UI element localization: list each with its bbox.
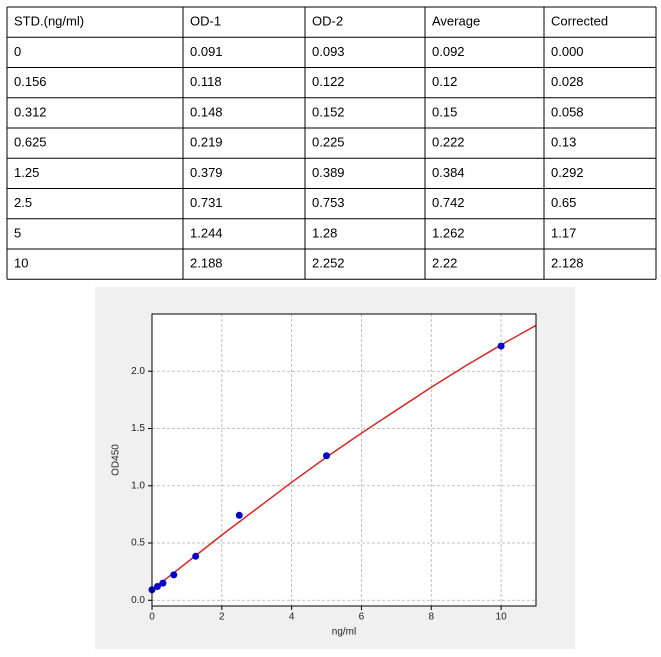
table-cell: 0.093 <box>312 44 345 59</box>
table-cell: 1.25 <box>14 165 39 180</box>
table-cell: 0.379 <box>190 165 223 180</box>
x-tick-label: 0 <box>149 612 155 623</box>
y-tick-label: 1.5 <box>131 423 145 434</box>
x-tick-label: 10 <box>496 612 508 623</box>
table-cell: 0.15 <box>432 104 457 119</box>
plot-frame <box>151 313 537 607</box>
table-cell: 2.128 <box>551 256 584 271</box>
table-cell: 0.65 <box>551 195 576 210</box>
table-cell: 0.092 <box>432 44 465 59</box>
table-cell: 0.312 <box>14 104 47 119</box>
table-cell: 0.156 <box>14 74 47 89</box>
table-cell: 0.12 <box>432 74 457 89</box>
table-cell: 1.262 <box>432 225 465 240</box>
x-axis-label: ng/ml <box>332 627 356 638</box>
table-cell: 0.118 <box>190 74 222 89</box>
y-tick-label: 0.0 <box>131 595 145 606</box>
table-cell: 0.731 <box>190 195 223 210</box>
x-tick-label: 8 <box>428 612 434 623</box>
table-cell: 0.384 <box>432 165 465 180</box>
fit-curve <box>152 324 536 591</box>
table-cell: 0.753 <box>312 195 345 210</box>
x-tick-label: 6 <box>359 612 365 623</box>
header-cell: Corrected <box>551 14 608 29</box>
table-cell: 0.000 <box>551 44 584 59</box>
table-cell: 0.222 <box>432 135 465 150</box>
header-cell: STD.(ng/ml) <box>14 14 84 29</box>
data-point <box>153 583 161 591</box>
table-cell: 0.742 <box>432 195 465 210</box>
table-cell: 0.148 <box>190 104 223 119</box>
table-cell: 0.028 <box>551 74 584 89</box>
y-tick-label: 1.0 <box>131 480 145 491</box>
data-point <box>323 452 331 460</box>
x-tick-label: 4 <box>289 612 295 623</box>
table-cell: 1.28 <box>312 225 337 240</box>
table-cell: 0.625 <box>14 135 47 150</box>
y-axis-label: OD450 <box>111 444 122 476</box>
header-cell: OD-2 <box>312 14 343 29</box>
header-cell: OD-1 <box>190 14 221 29</box>
table-cell: 0.225 <box>312 135 345 150</box>
table-cell: 0.091 <box>190 44 223 59</box>
table-cell: 0.058 <box>551 104 584 119</box>
table-cell: 0.13 <box>551 135 576 150</box>
table-cell: 2.22 <box>432 256 457 271</box>
table-cell: 1.17 <box>551 225 576 240</box>
table-cell: 2.252 <box>312 256 345 271</box>
table-cell: 10 <box>14 256 28 271</box>
y-tick-label: 0.5 <box>131 538 145 549</box>
data-point <box>497 342 505 350</box>
table-cell: 0.219 <box>190 135 223 150</box>
data-point <box>159 579 167 587</box>
y-tick-label: 2.0 <box>131 366 145 377</box>
table-cell: 0 <box>14 44 21 59</box>
table-cell: 1.244 <box>190 225 223 240</box>
data-point <box>170 571 178 579</box>
table-cell: 2.188 <box>190 256 223 271</box>
table-cell: 5 <box>14 225 21 240</box>
table-cell: 0.292 <box>551 165 584 180</box>
table-cell: 0.389 <box>312 165 345 180</box>
header-cell: Average <box>432 14 480 29</box>
table-cell: 2.5 <box>14 195 32 210</box>
table-cell: 0.122 <box>312 74 345 89</box>
data-point <box>192 552 200 560</box>
data-point <box>235 511 243 519</box>
table-cell: 0.152 <box>312 104 345 119</box>
x-tick-label: 2 <box>219 612 225 623</box>
